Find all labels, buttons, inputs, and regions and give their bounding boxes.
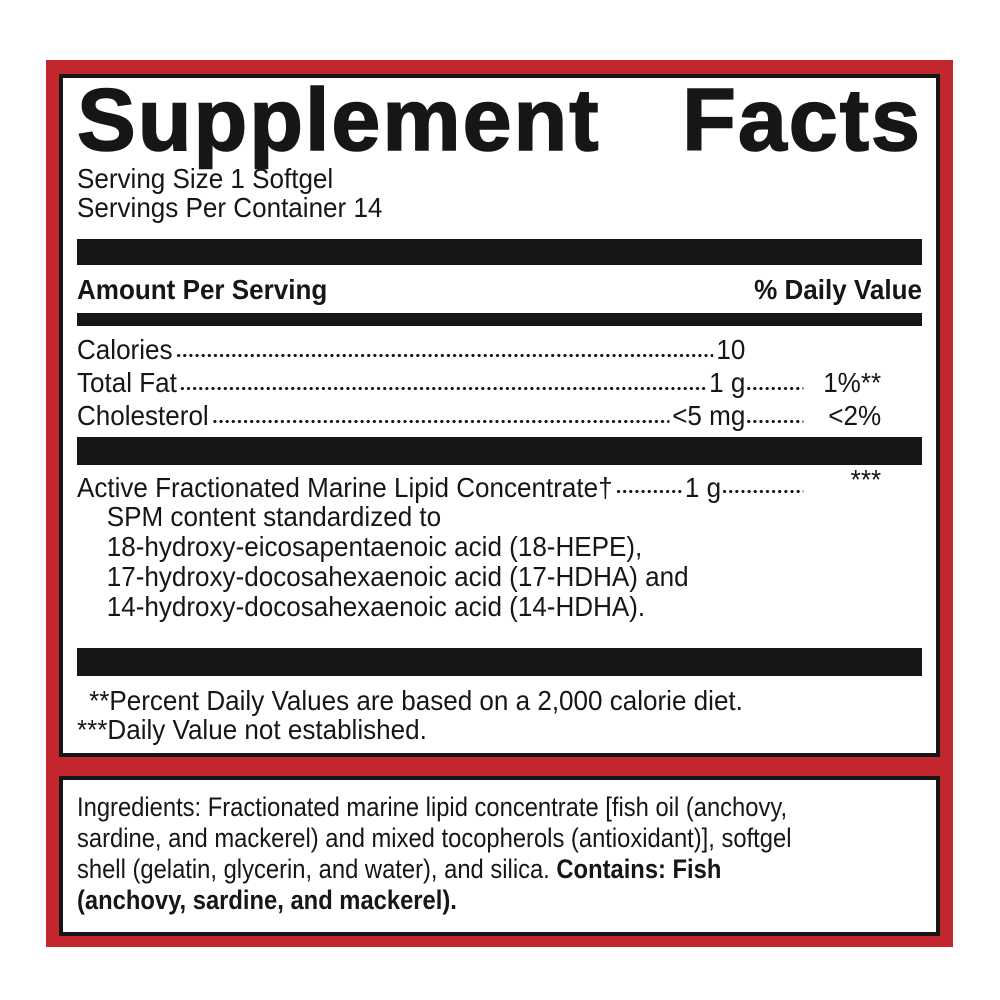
nutrient-amount: <5 mg [672, 399, 746, 431]
panel-gap [59, 757, 940, 776]
contains-allergen-text: (anchovy, sardine, and mackerel). [77, 885, 457, 915]
active-ingredient-name: Active Fractionated Marine Lipid Concent… [77, 471, 613, 503]
nutrient-name: Cholesterol [77, 399, 209, 431]
panel-title: Supplement Facts [76, 74, 922, 169]
dot-leader [721, 473, 803, 502]
serving-info: Serving Size 1 Softgel Servings Per Cont… [77, 164, 922, 222]
nutrient-rows: Calories 10 Total Fat 1 g 1%** Cholester… [77, 332, 922, 432]
nutrient-amount: 1 g [709, 366, 746, 398]
ingredients-line: Ingredients: Fractionated marine lipid c… [77, 792, 922, 823]
spm-content-block: SPM content standardized to 18-hydroxy-e… [77, 500, 922, 622]
nutrient-row-calories: Calories 10 [77, 332, 922, 366]
nutrient-row-total-fat: Total Fat 1 g 1%** [77, 365, 922, 399]
dot-leader [175, 332, 714, 366]
divider-bar-thick [77, 647, 922, 676]
daily-value-header: % Daily Value [754, 273, 923, 305]
nutrient-dv: 1%** [823, 366, 882, 398]
ingredients-panel: Ingredients: Fractionated marine lipid c… [59, 776, 940, 936]
contains-allergen-text: Contains: Fish [556, 854, 722, 884]
ingredients-line: shell (gelatin, glycerin, and water), an… [77, 854, 922, 885]
servings-per-container: Servings Per Container 14 [77, 191, 383, 223]
footnotes: **Percent Daily Values are based on a 2,… [77, 686, 922, 744]
ingredients-text: sardine, and mackerel) and mixed tocophe… [77, 823, 792, 853]
dot-leader-blank [745, 333, 803, 366]
supplement-label: Supplement Facts Serving Size 1 Softgel … [46, 60, 953, 947]
ingredients-text: shell (gelatin, glycerin, and water), an… [77, 854, 557, 884]
amount-per-serving-header: Amount Per Serving [77, 273, 328, 305]
serving-size: Serving Size 1 Softgel [77, 162, 334, 194]
divider-bar-thick [77, 436, 922, 465]
footnote-dv-not-established: ***Daily Value not established. [77, 713, 427, 745]
spm-content-line: 17-hydroxy-docosahexaenoic acid (17-HDHA… [106, 560, 689, 592]
asterisks: *** [850, 463, 882, 495]
dot-leader [745, 398, 803, 432]
column-header-row: Amount Per Serving % Daily Value [77, 273, 923, 305]
dot-leader [211, 398, 670, 432]
dot-leader [179, 365, 707, 399]
dot-leader [745, 365, 803, 399]
nutrient-dv: <2% [828, 399, 882, 431]
spm-content-line: 14-hydroxy-docosahexaenoic acid (14-HDHA… [106, 590, 646, 622]
nutrient-amount: 10 [716, 333, 746, 365]
spm-content-line: SPM content standardized to [106, 500, 442, 532]
ingredients-text: Ingredients: Fractionated marine lipid c… [77, 792, 788, 822]
active-ingredient-dv: *** [803, 465, 922, 502]
ingredients-line: sardine, and mackerel) and mixed tocophe… [77, 823, 922, 854]
active-ingredient-amount: 1 g [684, 471, 722, 503]
spm-content-line: 18-hydroxy-eicosapentaenoic acid (18-HEP… [106, 530, 643, 562]
ingredients-line: (anchovy, sardine, and mackerel). [77, 885, 922, 916]
active-ingredient-row: Active Fractionated Marine Lipid Concent… [77, 465, 922, 503]
nutrient-name: Total Fat [77, 366, 177, 398]
supplement-facts-panel: Supplement Facts Serving Size 1 Softgel … [59, 74, 940, 757]
nutrient-row-cholesterol: Cholesterol <5 mg <2% [77, 398, 922, 432]
dot-leader [615, 473, 683, 502]
footnote-percent-daily-values: **Percent Daily Values are based on a 2,… [89, 684, 743, 716]
divider-bar-thin [77, 312, 922, 326]
divider-bar-thick [77, 238, 922, 265]
nutrient-name: Calories [77, 333, 173, 365]
